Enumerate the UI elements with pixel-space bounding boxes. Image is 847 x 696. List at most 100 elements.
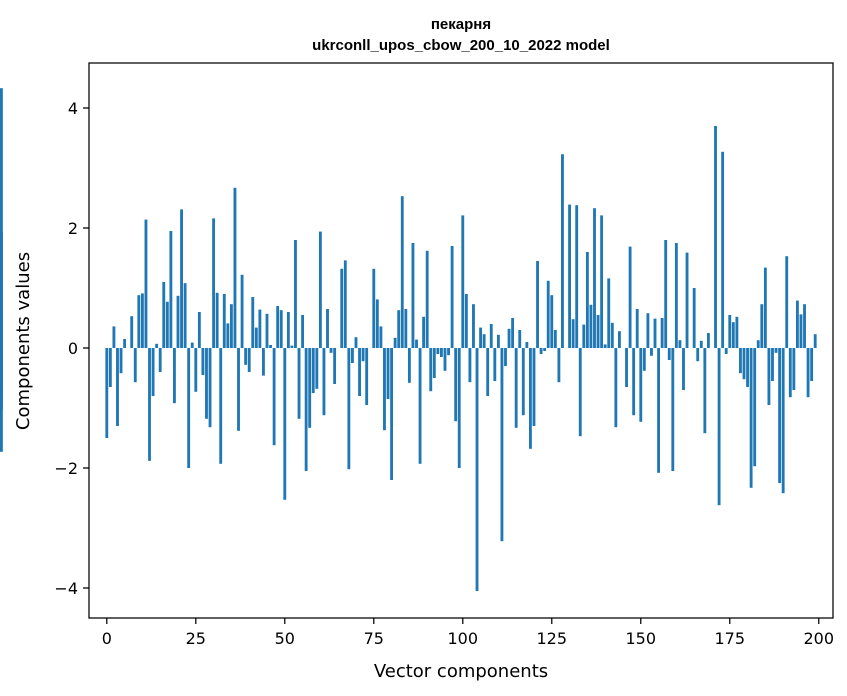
bar-13 (151, 348, 155, 396)
bar-188 (774, 348, 778, 353)
bar-123 (543, 348, 547, 351)
bar-70 (354, 337, 358, 348)
bar-97 (450, 246, 454, 348)
bar-62 (326, 309, 329, 348)
y-axis-ticks: −4 −2 0 2 4 (54, 99, 89, 598)
bar-148 (632, 348, 636, 416)
bar-16 (162, 282, 166, 348)
bar-39 (244, 348, 248, 365)
x-tick-label: 0 (102, 629, 112, 648)
bars-group (0, 88, 817, 591)
bar-109 (493, 348, 497, 381)
bar-63 (329, 348, 333, 353)
y-tick-label: 0 (68, 339, 78, 358)
x-tick-label: 50 (275, 629, 295, 648)
bar-171 (714, 126, 717, 348)
y-tick-label: −2 (54, 459, 78, 478)
bar-23 (187, 348, 191, 468)
bar-117 (521, 348, 525, 416)
bar-17 (165, 301, 169, 348)
x-tick-label: 175 (714, 629, 745, 648)
bar-197 (806, 348, 810, 398)
bar-34 (226, 323, 230, 348)
bar-199 (813, 334, 817, 348)
bar-156 (660, 318, 664, 348)
bar-46 (269, 345, 272, 348)
bar-172 (717, 348, 721, 506)
bar-75 (372, 268, 376, 348)
bar-169 (706, 333, 710, 348)
bar-11 (144, 219, 148, 348)
bar-82 (397, 310, 401, 348)
bar-149 (635, 309, 639, 348)
bar-103 (472, 304, 475, 348)
bar-130 (568, 204, 571, 348)
bar-163 (685, 252, 689, 348)
bar-61 (322, 348, 326, 416)
bar-33 (222, 294, 226, 348)
bar-104 (475, 348, 479, 591)
bar-165 (692, 288, 696, 348)
bar-147 (628, 246, 632, 348)
bar-77 (379, 326, 383, 348)
bar-24 (190, 342, 194, 348)
bar-48 (276, 306, 280, 348)
bar-80 (390, 348, 394, 480)
bar-100 (461, 215, 465, 348)
bar-161 (678, 340, 682, 348)
bar-122 (539, 348, 543, 354)
bar-30 (212, 218, 216, 348)
x-tick-label: 150 (625, 629, 656, 648)
bar-118 (525, 342, 529, 348)
bar-43 (258, 309, 262, 348)
bar-8 (133, 348, 137, 383)
bar-90 (425, 250, 429, 348)
bar-131 (571, 319, 575, 348)
y-tick-label: 2 (68, 219, 78, 238)
bar-60 (318, 231, 322, 348)
y-tick-label: 4 (68, 99, 78, 118)
bar-160 (674, 243, 678, 348)
bar-187 (771, 348, 774, 381)
bar-10 (140, 293, 144, 348)
bar-190 (781, 348, 785, 494)
x-tick-label: 25 (186, 629, 206, 648)
bar-35 (229, 304, 233, 348)
bar-126 (553, 330, 557, 348)
bar-178 (739, 348, 742, 374)
bar-99 (457, 348, 461, 468)
chart-title-line2: ukrconll_upos_cbow_200_10_2022 model (312, 37, 610, 54)
bar-180 (746, 348, 749, 387)
bar-59 (315, 348, 319, 389)
bar-7 (130, 316, 134, 348)
x-tick-label: 75 (364, 629, 384, 648)
bar-107 (486, 348, 490, 396)
bar-110 (496, 334, 500, 348)
bar-115 (514, 348, 518, 428)
bar-84 (404, 309, 408, 348)
bar-101 (464, 294, 468, 348)
bar-191 (785, 256, 789, 348)
bar-135 (585, 252, 589, 348)
bar-85 (407, 348, 411, 383)
y-axis-label: Components values (13, 252, 34, 430)
bar-194 (795, 300, 799, 348)
bar-22 (183, 283, 187, 348)
bar-87 (415, 339, 418, 348)
bar-179 (742, 348, 746, 380)
bar-78 (383, 348, 386, 431)
bar-54 (297, 348, 301, 419)
bar-72 (361, 348, 365, 362)
bar-119 (528, 348, 532, 449)
bar-141 (607, 278, 611, 348)
bar-69 (351, 348, 354, 363)
bar-15 (158, 348, 162, 372)
bar-67 (343, 260, 347, 348)
bar-20 (176, 295, 180, 348)
bar-167 (699, 340, 703, 348)
bar-136 (589, 304, 593, 348)
bar-128 (561, 154, 564, 348)
bar-undefined (0, 348, 3, 387)
bar-138 (596, 315, 600, 348)
bar-140 (603, 344, 607, 348)
